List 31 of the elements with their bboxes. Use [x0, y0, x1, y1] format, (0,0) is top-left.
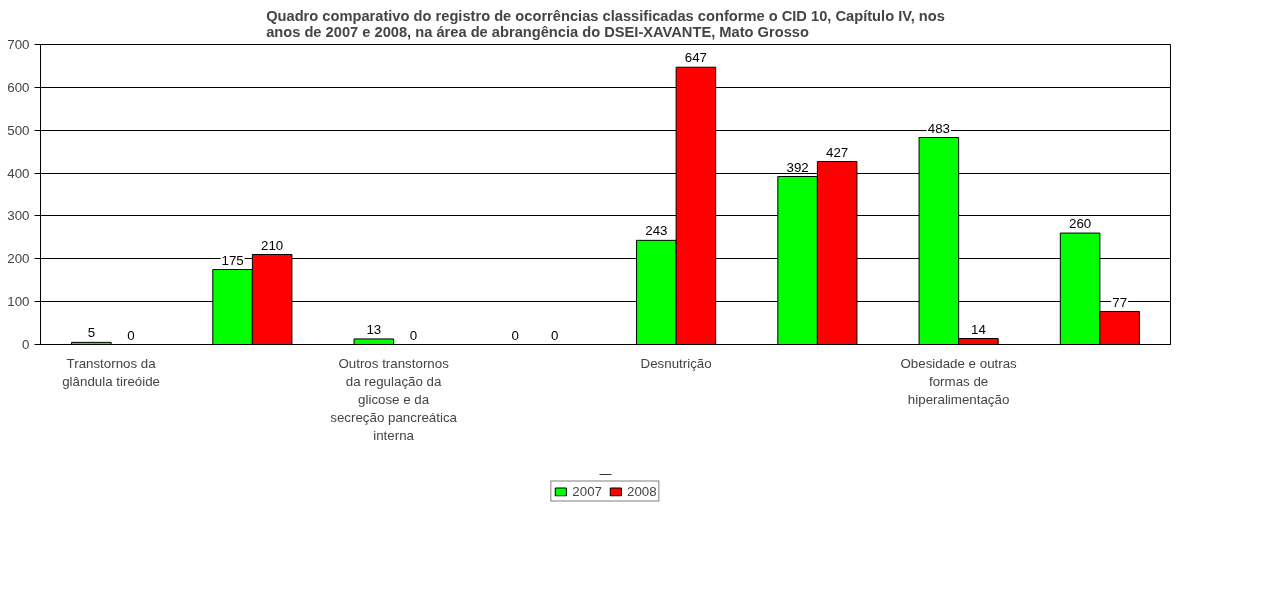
data-label: 5	[87, 325, 96, 341]
y-tick-label: 200	[7, 251, 30, 267]
data-label: 260	[1068, 216, 1092, 232]
data-label: 392	[786, 159, 809, 175]
data-label: 647	[684, 50, 708, 66]
y-tick-label: 500	[7, 122, 30, 138]
x-tick-label: Transtornos da glândula tireóide	[62, 355, 161, 389]
data-label: 427	[826, 144, 849, 160]
data-label: 0	[511, 327, 519, 343]
y-tick-label: 700	[7, 37, 30, 52]
y-tick-label: 300	[7, 208, 30, 224]
data-label: 210	[261, 237, 284, 253]
y-tick-label: 0	[22, 337, 30, 352]
y-tick-label: 600	[7, 79, 30, 95]
data-label: 483	[927, 120, 950, 136]
data-label: 14	[970, 321, 987, 337]
data-label: 175	[221, 252, 244, 268]
legend-label: 2008	[627, 483, 657, 499]
chart-title: Quadro comparativo do registro de ocorrências classificadas conforme o CID 10, Capítulo IV, nos anos de 2007 e 2008, na área de abrangência do DSEI-XAVANTE, Mato Grosso	[266, 7, 945, 40]
x-tick-label: Desnutrição	[640, 355, 712, 371]
y-tick-label: 400	[7, 165, 30, 181]
data-label: 0	[550, 327, 559, 343]
data-label: 13	[366, 321, 382, 337]
x-tick-label: Obesidade e outras formas de hiperalimentação	[900, 355, 1018, 407]
data-label: 77	[1112, 294, 1128, 310]
data-label: 0	[409, 327, 418, 343]
x-tick-label: Outros transtornos da regulação da glicose e da secreção pancreática interna	[330, 355, 458, 443]
data-label: 243	[645, 223, 668, 239]
y-tick-label: 100	[7, 294, 30, 310]
data-label: 0	[127, 327, 135, 343]
legend-label: 2007	[572, 483, 602, 499]
